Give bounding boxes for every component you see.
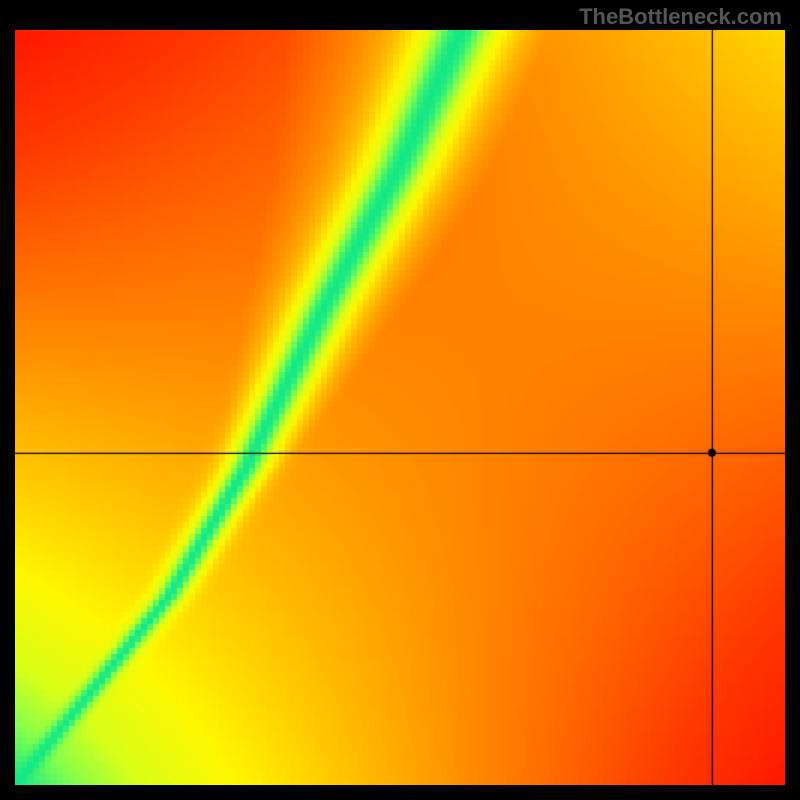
heatmap-canvas — [15, 30, 785, 785]
chart-container: TheBottleneck.com — [0, 0, 800, 800]
watermark-text: TheBottleneck.com — [579, 4, 782, 30]
